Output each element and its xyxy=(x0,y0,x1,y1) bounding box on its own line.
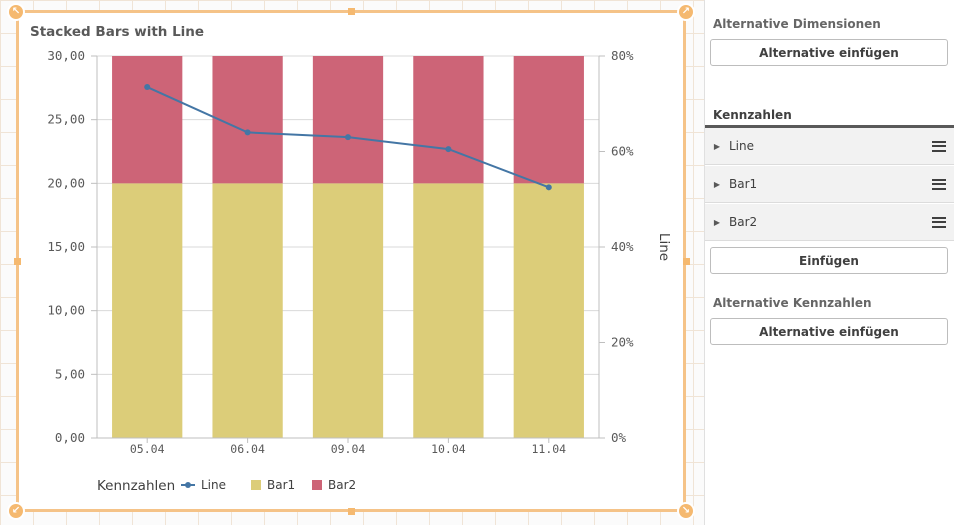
chart-title: Stacked Bars with Line xyxy=(30,24,205,40)
resize-handle-top-right-icon[interactable]: ↗ xyxy=(677,3,695,21)
y-tick-label: 15,00 xyxy=(47,239,85,254)
line-point xyxy=(545,184,552,191)
y-tick-label: 10,00 xyxy=(47,303,85,318)
measure-item-bar2[interactable]: ▶ Bar2 xyxy=(705,204,954,241)
chevron-right-icon[interactable]: ▶ xyxy=(713,179,721,189)
measure-label: Bar2 xyxy=(729,215,758,229)
legend-label-line: Line xyxy=(201,478,226,492)
line-point xyxy=(144,84,151,91)
add-alt-measure-button[interactable]: Alternative einfügen xyxy=(710,318,948,345)
bar-bar1 xyxy=(413,183,484,438)
measures-heading: Kennzahlen xyxy=(713,108,792,122)
measures-divider xyxy=(705,125,954,128)
drag-handle-icon[interactable] xyxy=(932,140,946,152)
resize-handle-bottom-icon[interactable] xyxy=(348,508,355,515)
x-tick-label: 10.04 xyxy=(431,442,466,456)
measure-item-bar1[interactable]: ▶ Bar1 xyxy=(705,166,954,203)
x-tick-label: 06.04 xyxy=(230,442,265,456)
properties-panel: Alternative Dimensionen Alternative einf… xyxy=(704,0,954,525)
x-tick-label: 11.04 xyxy=(531,442,566,456)
resize-handle-left-icon[interactable] xyxy=(14,258,21,265)
line-series xyxy=(144,84,552,191)
alt-measures-heading: Alternative Kennzahlen xyxy=(713,296,872,310)
legend-title: Kennzahlen xyxy=(97,478,175,494)
bar-bar1 xyxy=(513,183,584,438)
add-alt-dimension-button[interactable]: Alternative einfügen xyxy=(710,39,948,66)
y-right-tick-label: 60% xyxy=(611,144,634,159)
resize-handle-top-left-icon[interactable]: ↖ xyxy=(7,3,25,21)
legend-swatch-bar2 xyxy=(312,480,322,490)
line-point xyxy=(345,134,351,141)
y-tick-label: 20,00 xyxy=(47,175,85,190)
line-point xyxy=(445,146,452,153)
legend-line-marker xyxy=(185,482,191,488)
y-right-tick-label: 20% xyxy=(611,335,634,350)
legend-swatch-bar1 xyxy=(251,480,261,490)
bar-bar2 xyxy=(513,56,584,184)
chevron-right-icon[interactable]: ▶ xyxy=(713,217,721,227)
add-measure-button[interactable]: Einfügen xyxy=(710,247,948,274)
measure-label: Line xyxy=(729,139,755,153)
legend: Kennzahlen Line Bar1 Bar2 xyxy=(97,478,356,494)
x-tick-label: 05.04 xyxy=(130,442,165,456)
bar-bar1 xyxy=(212,183,283,438)
resize-handle-bottom-right-icon[interactable]: ↘ xyxy=(677,502,695,520)
drag-handle-icon[interactable] xyxy=(932,216,946,228)
y-right-tick-label: 80% xyxy=(611,48,634,63)
resize-handle-top-icon[interactable] xyxy=(348,8,355,15)
stacked-bars xyxy=(112,56,584,438)
y-right-axis-title: Line xyxy=(656,233,672,261)
measure-item-line[interactable]: ▶ Line xyxy=(705,128,954,165)
drag-handle-icon[interactable] xyxy=(932,178,946,190)
sheet-canvas: 0,00 5,00 10,00 15,00 20,00 25,00 30,00 0% 20% 40… xyxy=(0,0,704,525)
bar-bar2 xyxy=(312,56,384,184)
resize-handle-right-icon[interactable] xyxy=(683,258,690,265)
axes: 0,00 5,00 10,00 15,00 20,00 25,00 30,00 0% 20% 40… xyxy=(47,48,672,456)
bar-bar2 xyxy=(112,56,183,184)
y-tick-label: 5,00 xyxy=(55,366,85,381)
bar-bar2 xyxy=(212,56,283,184)
line-point xyxy=(244,129,251,136)
alt-dimensions-heading: Alternative Dimensionen xyxy=(713,17,881,31)
legend-label-bar1: Bar1 xyxy=(267,478,295,492)
bar-bar2 xyxy=(413,56,484,184)
y-tick-label: 30,00 xyxy=(47,48,85,63)
measure-label: Bar1 xyxy=(729,177,758,191)
y-right-tick-label: 40% xyxy=(611,239,634,254)
y-tick-label: 25,00 xyxy=(47,112,85,127)
y-right-tick-label: 0% xyxy=(611,430,627,445)
chevron-right-icon[interactable]: ▶ xyxy=(713,141,721,151)
bar-bar1 xyxy=(312,183,384,438)
resize-handle-bottom-left-icon[interactable]: ↙ xyxy=(7,502,25,520)
x-tick-label: 09.04 xyxy=(331,442,366,456)
y-tick-label: 0,00 xyxy=(55,430,85,445)
legend-label-bar2: Bar2 xyxy=(328,478,356,492)
combo-chart: 0,00 5,00 10,00 15,00 20,00 25,00 30,00 0% 20% 40… xyxy=(47,48,672,494)
bar-bar1 xyxy=(112,183,183,438)
